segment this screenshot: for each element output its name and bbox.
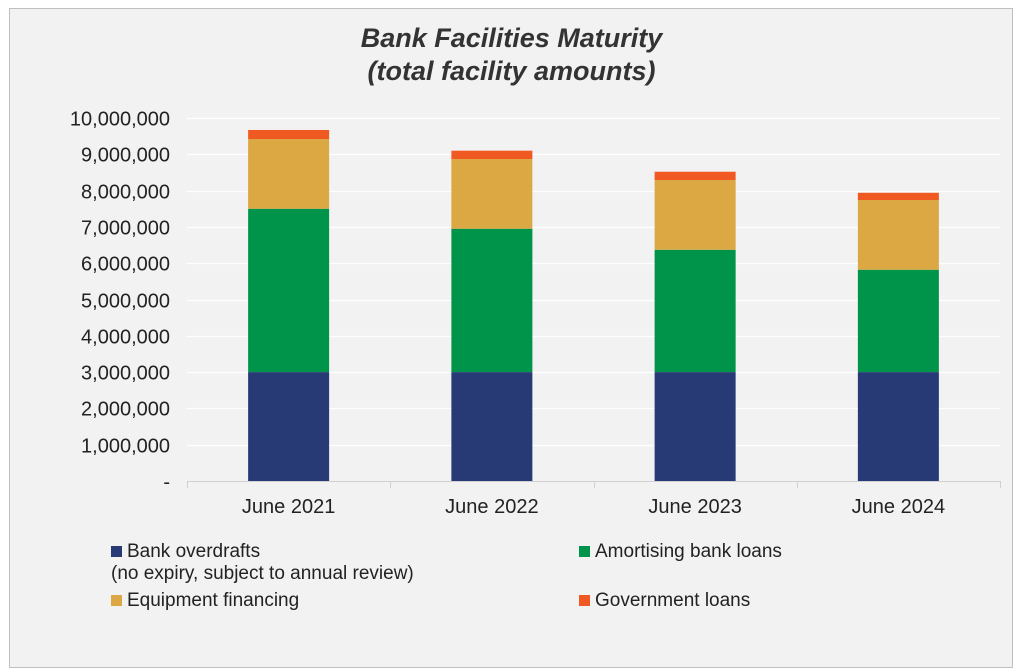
bar-segment — [654, 372, 736, 481]
bar-segment — [451, 372, 533, 481]
bar-segment — [857, 269, 939, 373]
bar-segment — [248, 139, 330, 209]
y-tick-label: 1,000,000 — [81, 436, 170, 458]
bar-segment — [857, 200, 939, 270]
chart-title: Bank Facilities Maturity — [360, 23, 663, 53]
y-tick-label: 9,000,000 — [81, 145, 170, 167]
x-tick-label: June 2023 — [648, 496, 741, 518]
y-tick-label: 7,000,000 — [81, 218, 170, 240]
y-tick-label: 4,000,000 — [81, 327, 170, 349]
bar-segment — [654, 180, 736, 250]
y-tick-label: 2,000,000 — [81, 399, 170, 421]
bar-segment — [248, 129, 330, 140]
bar-segment — [857, 192, 939, 201]
bar-segment — [654, 249, 736, 373]
y-tick-label: 5,000,000 — [81, 291, 170, 313]
chart-subtitle: (total facility amounts) — [367, 56, 656, 86]
y-tick-label: - — [163, 472, 170, 494]
x-tick-label: June 2021 — [242, 496, 335, 518]
bar-segment — [451, 150, 533, 160]
x-tick-label: June 2022 — [445, 496, 538, 518]
bar-segment — [654, 171, 736, 181]
y-tick-label: 8,000,000 — [81, 182, 170, 204]
y-tick-label: 6,000,000 — [81, 254, 170, 276]
bars — [248, 129, 939, 481]
chart-plot: - 1,000,000 2,000,000 3,000,000 4,000,000 5,0… — [70, 109, 1001, 518]
bar-segment — [451, 228, 533, 373]
x-tick-labels: June 2021 June 2022 June 2023 June 2024 — [242, 496, 945, 518]
bar-segment — [451, 159, 533, 229]
bar-segment — [857, 372, 939, 481]
axes — [187, 481, 1001, 488]
y-tick-label: 10,000,000 — [70, 109, 170, 131]
y-tick-labels: - 1,000,000 2,000,000 3,000,000 4,000,000 5,0… — [70, 109, 170, 494]
bar-segment — [248, 208, 330, 373]
y-tick-label: 3,000,000 — [81, 363, 170, 385]
chart-title-block: Bank Facilities Maturity (total facility… — [0, 22, 1023, 88]
bar-segment — [248, 372, 330, 481]
x-tick-label: June 2024 — [852, 496, 945, 518]
